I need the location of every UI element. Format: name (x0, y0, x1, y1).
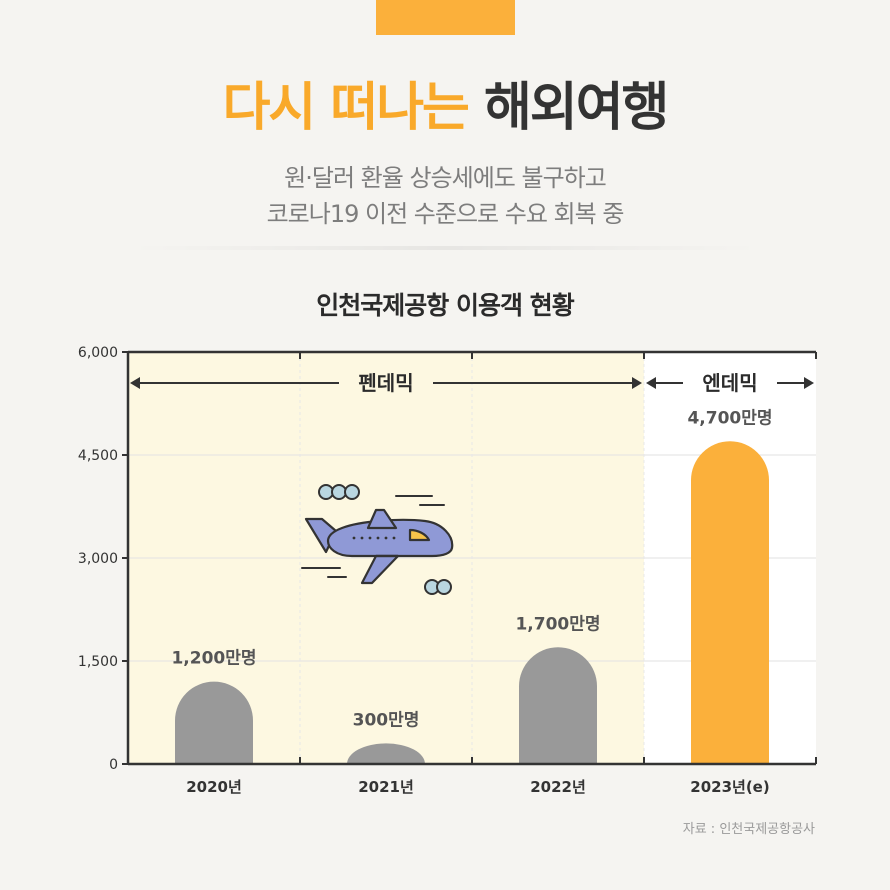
y-tick-label: 6,000 (78, 345, 118, 361)
data-label: 1,700만명 (515, 614, 600, 634)
arrow-head (130, 377, 140, 389)
y-tick-label: 4,500 (78, 448, 118, 464)
cloud-icon (318, 484, 360, 500)
bar-2022년 (519, 647, 597, 764)
x-tick-label: 2023년(e) (690, 778, 769, 796)
header-divider (130, 246, 760, 250)
top-accent-bar (376, 0, 515, 35)
period-label: 펜데믹 (358, 371, 413, 395)
page-title: 다시 떠나는 해외여행 (0, 76, 890, 140)
source-note: 자료 : 인천국제공항공사 (682, 822, 815, 837)
airplane-illustration (301, 484, 454, 595)
arrow-head (646, 377, 656, 389)
data-label: 1,200만명 (171, 649, 256, 669)
subtitle: 원·달러 환율 상승세에도 불구하고 코로나19 이전 수준으로 수요 회복 중 (0, 160, 890, 232)
period-label: 엔데믹 (702, 371, 757, 395)
x-tick-label: 2022년 (530, 778, 586, 796)
title-highlight: 다시 떠나는 (222, 78, 470, 138)
title-rest: 해외여행 (484, 78, 669, 138)
speed-lines (301, 495, 445, 578)
subtitle-line-2: 코로나19 이전 수준으로 수요 회복 중 (266, 200, 625, 228)
data-label: 4,700만명 (687, 408, 772, 428)
bar-2021년 (347, 743, 425, 764)
x-tick-label: 2020년 (186, 778, 242, 796)
data-label: 300만명 (353, 710, 420, 730)
period-arrow: 엔데믹 (646, 371, 814, 395)
y-tick-label: 0 (109, 757, 118, 773)
bar-2023년(e) (691, 441, 769, 764)
bar-2020년 (175, 681, 253, 764)
y-tick-label: 1,500 (78, 654, 118, 670)
period-arrow: 펜데믹 (130, 371, 642, 395)
subtitle-line-1: 원·달러 환율 상승세에도 불구하고 (284, 164, 607, 192)
airplane-icon (304, 508, 454, 585)
chart-title: 인천국제공항 이용객 현황 (316, 291, 574, 320)
x-tick-label: 2021년 (358, 778, 414, 796)
cloud-icon (424, 579, 452, 595)
arrow-head (632, 377, 642, 389)
y-tick-label: 3,000 (78, 551, 118, 567)
arrow-head (804, 377, 814, 389)
